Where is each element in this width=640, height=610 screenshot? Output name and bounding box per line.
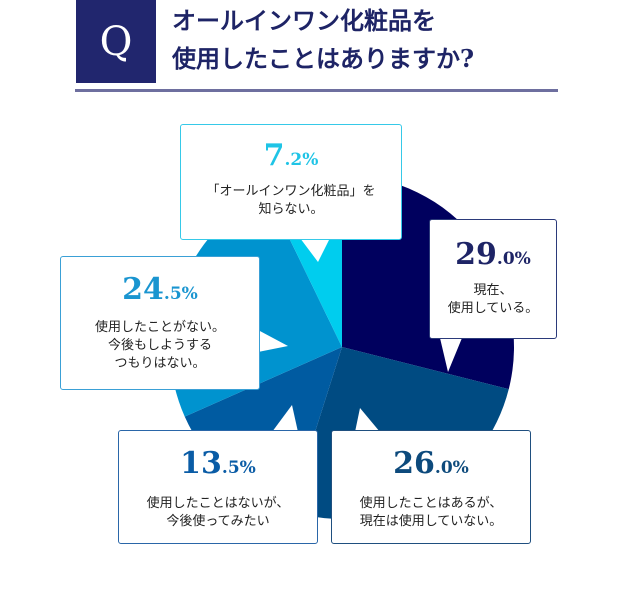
callout-tail <box>258 330 288 352</box>
q-label: Q <box>99 18 133 65</box>
callout-currently-using: 29.0% 現在、 使用している。 <box>429 219 557 339</box>
title-line-1: オールインワン化粧品を <box>172 6 436 35</box>
callout-desc: 使用したことがない。 今後もしようする つもりはない。 <box>94 320 225 371</box>
callout-desc: 使用したことはないが、 今後使ってみたい <box>146 496 290 529</box>
callout-tail <box>440 338 462 372</box>
pct-value: 26.0% <box>393 446 469 481</box>
pct-value: 24.5% <box>122 272 198 307</box>
callout-tail <box>272 405 298 432</box>
pct-value: 13.5% <box>180 446 256 481</box>
callout-desc: 「オールインワン化粧品」を 知らない。 <box>206 184 376 217</box>
callout-not-aware: 7.2% 「オールインワン化粧品」を 知らない。 <box>180 124 402 240</box>
callout-used-before: 26.0% 使用したことはあるが、 現在は使用していない。 <box>331 430 531 544</box>
pct-value: 29.0% <box>455 237 531 272</box>
callout-tail <box>355 408 380 432</box>
q-badge: Q <box>76 0 156 83</box>
pct-value: 7.2% <box>263 138 319 173</box>
callout-never-no-plan: 24.5% 使用したことがない。 今後もしようする つもりはない。 <box>60 256 260 390</box>
callout-tail <box>300 238 330 262</box>
title-line-2: 使用したことはありますか? <box>172 44 475 73</box>
question-title: オールインワン化粧品を 使用したことはありますか? <box>172 2 474 78</box>
callout-desc: 使用したことはあるが、 現在は使用していない。 <box>359 496 503 529</box>
callout-desc: 現在、 使用している。 <box>447 283 539 316</box>
callout-never-want-to-try: 13.5% 使用したことはないが、 今後使ってみたい <box>118 430 318 544</box>
title-divider <box>75 89 558 92</box>
